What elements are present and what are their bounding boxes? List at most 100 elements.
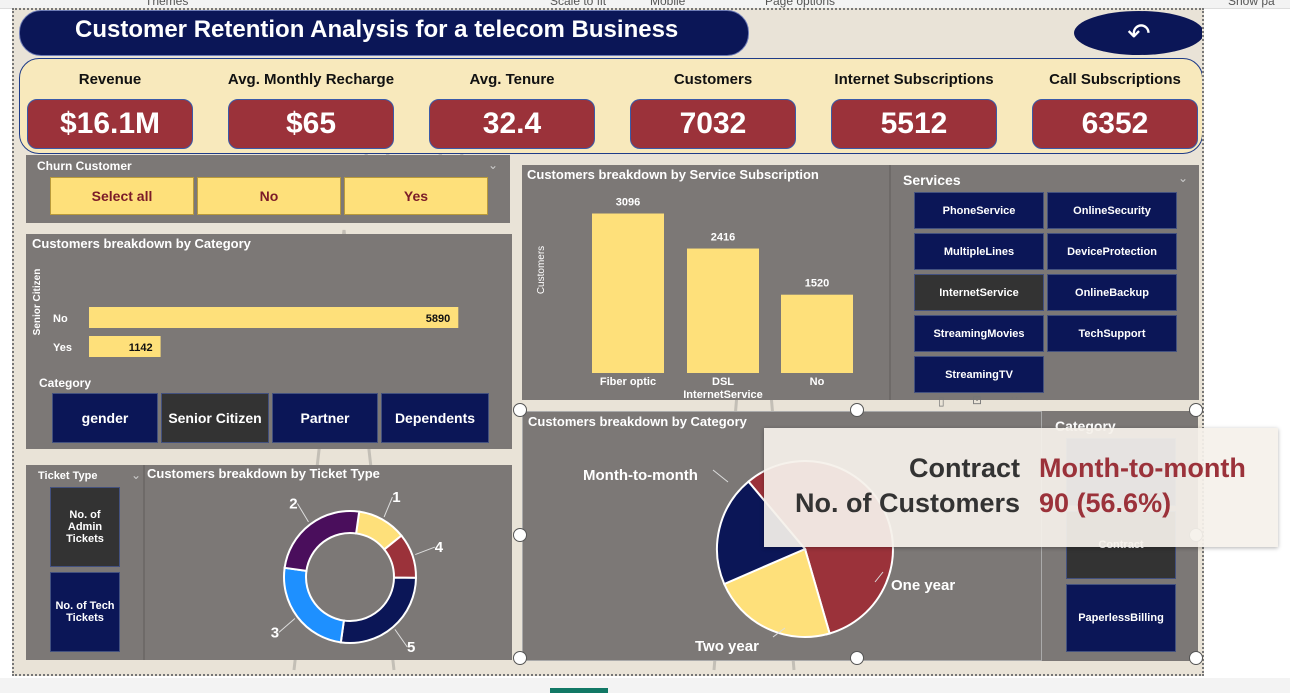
chevron-down-icon[interactable]: ⌄ — [131, 468, 142, 482]
category-option-gender[interactable]: gender — [52, 393, 158, 443]
churn-option-yes[interactable]: Yes — [344, 177, 488, 215]
focus-mode-icon[interactable]: ⊡ — [972, 393, 983, 407]
service-streamingtv[interactable]: StreamingTV — [914, 356, 1044, 393]
data-label: 5890 — [426, 313, 450, 325]
service-phoneservice[interactable]: PhoneService — [914, 192, 1044, 229]
resize-handle[interactable] — [850, 651, 864, 665]
senior-citizen-axis-label: Senior Citizen — [32, 269, 43, 336]
donut-slice — [283, 566, 346, 644]
category-breakdown-panel: Customers breakdown by Category Senior C… — [26, 234, 512, 449]
contract-chart-title: Customers breakdown by Category — [528, 414, 747, 429]
slice-label: 4 — [435, 539, 444, 556]
resize-handle[interactable] — [850, 403, 864, 417]
ticket-type-donut-chart: 1 4 5 3 2 — [271, 489, 444, 656]
bar — [89, 336, 161, 357]
resize-handle[interactable] — [513, 651, 527, 665]
undo-arrow-icon: ↶ — [1127, 17, 1151, 49]
leader-line — [874, 571, 884, 583]
services-slicer: Services ⌄ PhoneService OnlineSecurity M… — [889, 165, 1199, 400]
customers-axis-label: Customers — [536, 246, 547, 294]
kpi-call-label: Call Subscriptions — [1049, 71, 1181, 88]
ticket-option-tech[interactable]: No. of Tech Tickets — [50, 572, 120, 652]
contract-category-option-paperless[interactable]: PaperlessBilling — [1066, 584, 1176, 652]
kpi-recharge-label: Avg. Monthly Recharge — [227, 71, 395, 88]
tooltip-measure-value: 90 (56.6%) — [1039, 488, 1172, 518]
tooltip-field-value: Month-to-month — [1039, 453, 1246, 483]
leader-line — [297, 503, 309, 523]
chevron-down-icon[interactable]: ⌄ — [488, 158, 499, 172]
category-option-dependents[interactable]: Dependents — [381, 393, 489, 443]
data-label: 2416 — [711, 232, 735, 244]
services-slicer-title: Services — [903, 172, 961, 188]
kpi-revenue-label: Revenue — [78, 71, 142, 88]
service-onlinesecurity[interactable]: OnlineSecurity — [1047, 192, 1177, 229]
slice-label: 1 — [392, 489, 400, 506]
data-label: 3096 — [616, 197, 640, 209]
data-label: 1142 — [129, 342, 153, 354]
x-axis-label: InternetService — [683, 389, 762, 400]
service-techsupport[interactable]: TechSupport — [1047, 315, 1177, 352]
ticket-option-admin[interactable]: No. of Admin Tickets — [50, 487, 120, 567]
tick-label: DSL — [712, 376, 734, 388]
resize-handle[interactable] — [1189, 651, 1203, 665]
more-options-icon[interactable]: ⋯ — [1010, 390, 1023, 405]
slice-label: 2 — [289, 496, 297, 513]
ribbon-scale-to-fit[interactable]: Scale to fit — [550, 0, 607, 8]
ribbon-page-options[interactable]: Page options — [765, 0, 836, 8]
service-streamingmovies[interactable]: StreamingMovies — [914, 315, 1044, 352]
tick-label: No — [53, 313, 68, 325]
tooltip-field-label: Contract — [908, 453, 1020, 483]
resize-handle[interactable] — [513, 403, 527, 417]
kpi-customers-value: 7032 — [630, 99, 796, 149]
churn-slicer: Churn Customer ⌄ Select all No Yes — [26, 155, 510, 223]
ticket-type-panel: Ticket Type ⌄ No. of Admin Tickets No. o… — [26, 465, 512, 660]
churn-slicer-title: Churn Customer — [37, 159, 132, 173]
kpi-customers-label: Customers — [673, 71, 753, 88]
donut-slice — [283, 510, 361, 573]
category-slicer-title: Category — [39, 376, 92, 390]
tick-label: Fiber optic — [600, 376, 656, 388]
active-page-tab[interactable] — [550, 688, 608, 693]
filter-icon[interactable]: ▯ — [938, 394, 945, 408]
kpi-revenue-value: $16.1M — [27, 99, 193, 149]
back-button[interactable]: ↶ — [1074, 11, 1202, 55]
senior-citizen-bar-chart: Senior Citizen No 5890 Yes 1142 — [32, 269, 459, 357]
bar — [781, 294, 853, 373]
resize-handle[interactable] — [1189, 403, 1203, 417]
kpi-internet-label: Internet Subscriptions — [834, 71, 994, 88]
data-label: 1520 — [805, 278, 829, 290]
page-title: Customer Retention Analysis for a teleco… — [19, 10, 749, 56]
tooltip-measure-label: No. of Customers — [794, 488, 1020, 518]
leader-line — [415, 546, 436, 556]
divider — [143, 465, 145, 660]
chevron-down-icon[interactable]: ⌄ — [1178, 171, 1189, 185]
leader-line — [383, 496, 393, 518]
ticket-slicer-title: Ticket Type — [38, 470, 98, 482]
service-onlinebackup[interactable]: OnlineBackup — [1047, 274, 1177, 311]
ribbon-show-pane[interactable]: Show pa — [1228, 0, 1275, 8]
pie-slice — [722, 547, 831, 638]
service-internetservice[interactable]: InternetService — [914, 274, 1044, 311]
kpi-tenure-value: 32.4 — [429, 99, 595, 149]
category-option-partner[interactable]: Partner — [272, 393, 378, 443]
donut-slice — [339, 576, 418, 644]
kpi-internet-value: 5512 — [831, 99, 997, 149]
chart-tooltip: Contract Month-to-month No. of Customers… — [764, 428, 1278, 547]
senior-chart-title: Customers breakdown by Category — [32, 236, 251, 251]
pie-slice — [716, 480, 807, 586]
ribbon-themes[interactable]: Themes — [145, 0, 189, 8]
churn-option-no[interactable]: No — [197, 177, 341, 215]
leader-line — [772, 627, 786, 638]
churn-option-select-all[interactable]: Select all — [50, 177, 194, 215]
ribbon-mobile[interactable]: Mobile — [650, 0, 686, 8]
service-multiplelines[interactable]: MultipleLines — [914, 233, 1044, 270]
slice-label: One year — [891, 577, 955, 594]
category-option-senior-citizen[interactable]: Senior Citizen — [161, 393, 269, 443]
resize-handle[interactable] — [513, 528, 527, 542]
service-deviceprotection[interactable]: DeviceProtection — [1047, 233, 1177, 270]
kpi-band: Revenue $16.1M Avg. Monthly Recharge $65… — [19, 58, 1202, 154]
leader-line — [712, 469, 729, 483]
slice-label: Two year — [695, 638, 759, 655]
ticket-chart-title: Customers breakdown by Ticket Type — [147, 466, 380, 481]
leader-line — [278, 618, 296, 633]
